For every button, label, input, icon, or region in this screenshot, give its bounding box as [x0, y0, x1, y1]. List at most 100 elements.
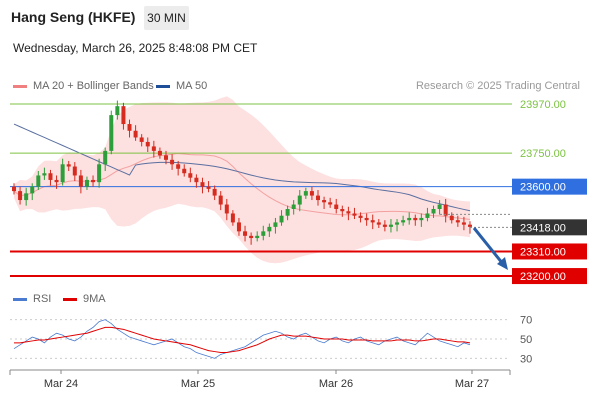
candle-body: [224, 204, 229, 214]
candle-body: [72, 166, 77, 176]
candle-body: [30, 186, 35, 194]
candle-body: [139, 137, 144, 142]
legend-ma20: MA 20 + Bollinger Bands: [13, 80, 154, 92]
candle-body: [48, 173, 53, 180]
candle-body: [236, 222, 241, 232]
support-2-label: 23200.00: [520, 271, 566, 283]
candle-body: [261, 231, 266, 236]
ma9-label: 9MA: [83, 293, 106, 305]
timestamp: Wednesday, March 26, 2025 8:48:08 PM CET: [13, 41, 258, 55]
candle-body: [97, 164, 102, 183]
candle-body: [449, 215, 454, 221]
candle-body: [413, 217, 418, 221]
candle-body: [249, 235, 254, 239]
timeframe-button[interactable]: 30 MIN: [144, 6, 189, 30]
candle-body: [382, 224, 387, 227]
resistance-2-label: 23970.00: [520, 99, 566, 111]
candle-body: [194, 177, 199, 183]
rsi-swatch: [13, 297, 27, 301]
candle-body: [66, 164, 71, 167]
candle-body: [419, 217, 424, 221]
candle-body: [200, 182, 205, 187]
candle-body: [358, 215, 363, 218]
candle-body: [328, 202, 333, 205]
candle-body: [157, 150, 162, 156]
ma20-swatch: [13, 84, 27, 88]
credit-text: Research © 2025 Trading Central: [415, 80, 580, 92]
candle-body: [255, 235, 260, 239]
instrument-title: Hang Seng (HKFE): [11, 9, 136, 25]
candle-body: [18, 191, 23, 201]
candle-body: [151, 146, 156, 151]
rsi-label: RSI: [33, 293, 52, 305]
candle-body: [437, 204, 442, 209]
candle-body: [109, 115, 114, 151]
candle-body: [388, 224, 393, 227]
candle-body: [425, 213, 430, 218]
candle-body: [127, 124, 132, 131]
candle-body: [346, 211, 351, 214]
ma9-swatch: [63, 297, 77, 301]
forecast-arrowhead: [497, 257, 508, 270]
candle-body: [303, 191, 308, 196]
resistance-1-label: 23750.00: [520, 148, 566, 160]
candle-body: [309, 191, 314, 196]
candle-body: [170, 159, 175, 165]
candle-body: [182, 168, 187, 174]
candle-body: [115, 106, 120, 116]
x-tick-label-1: Mar 25: [181, 378, 215, 390]
candle-body: [279, 215, 284, 223]
candle-body: [103, 150, 108, 165]
ma50-label: MA 50: [176, 80, 208, 92]
candle-body: [285, 209, 290, 216]
ma20-label: MA 20 + Bollinger Bands: [33, 80, 154, 92]
legend-rsi: RSI: [13, 293, 51, 305]
support-1-tag: [512, 243, 587, 260]
candle-body: [468, 224, 472, 227]
candle-body: [291, 204, 296, 209]
candle-body: [188, 173, 193, 178]
candle-body: [431, 209, 436, 214]
x-tick-label-2: Mar 26: [319, 378, 353, 390]
candle-body: [352, 213, 357, 216]
candle-body: [267, 226, 272, 232]
current-price-tag: [512, 219, 587, 236]
candle-body: [230, 213, 235, 223]
candle-body: [24, 193, 29, 201]
candle-body: [36, 175, 41, 187]
candle-body: [243, 231, 248, 236]
candle-body: [84, 179, 89, 187]
candle-body: [455, 220, 460, 223]
legend-9ma: 9MA: [63, 293, 106, 305]
pivot-label: 23600.00: [520, 182, 566, 194]
candle-body: [54, 179, 59, 183]
rsi-tick-30: 30: [520, 353, 532, 365]
candle-body: [78, 175, 83, 187]
candle-body: [407, 217, 412, 221]
support-1-label: 23310.00: [520, 246, 566, 258]
candle-body: [316, 195, 320, 201]
candle-body: [133, 130, 138, 138]
candle-body: [297, 195, 302, 205]
candle-body: [206, 186, 211, 189]
candle-body: [370, 220, 375, 223]
legend-ma50: MA 50: [156, 80, 207, 92]
candle-body: [42, 173, 47, 176]
candle-body: [176, 164, 181, 169]
x-tick-label-3: Mar 27: [455, 378, 489, 390]
candle-body: [60, 164, 65, 183]
candle-body: [376, 222, 381, 225]
candle-body: [12, 186, 16, 192]
rsi-tick-70: 70: [520, 315, 532, 327]
candle-body: [212, 188, 217, 196]
ma50-line: [13, 123, 471, 212]
candle-body: [145, 141, 150, 147]
rsi-ma9-line: [14, 326, 471, 354]
candle-body: [164, 155, 168, 160]
ma50-swatch: [156, 84, 170, 88]
support-2-tag: [512, 268, 587, 285]
candle-body: [91, 179, 96, 183]
candle-body: [401, 220, 406, 223]
candle-body: [395, 222, 400, 225]
candle-body: [322, 200, 327, 203]
